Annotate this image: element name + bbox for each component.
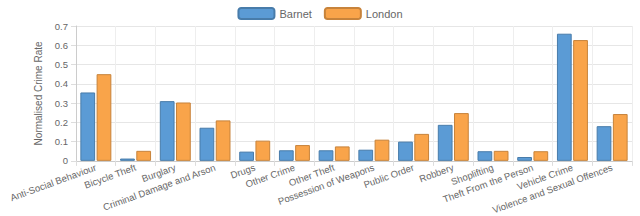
svg-text:Theft From the Person: Theft From the Person <box>441 161 535 205</box>
svg-text:Other Crime: Other Crime <box>244 162 296 190</box>
svg-text:0: 0 <box>63 155 68 166</box>
svg-text:Public Order: Public Order <box>362 162 415 190</box>
svg-text:0.6: 0.6 <box>55 40 68 51</box>
svg-text:Burglary: Burglary <box>140 161 178 185</box>
svg-text:London: London <box>366 8 403 20</box>
svg-text:Vehicle Crime: Vehicle Crime <box>515 161 575 193</box>
svg-text:Anti-Social Behaviour: Anti-Social Behaviour <box>8 161 98 204</box>
svg-text:Barnet: Barnet <box>279 8 311 20</box>
svg-text:Violence and Sexual Offences: Violence and Sexual Offences <box>491 162 614 216</box>
svg-text:Bicycle Theft: Bicycle Theft <box>83 162 138 191</box>
svg-text:0.7: 0.7 <box>55 21 68 32</box>
svg-text:0.1: 0.1 <box>55 136 68 147</box>
svg-text:Drugs: Drugs <box>229 161 257 181</box>
svg-text:0.5: 0.5 <box>55 59 68 70</box>
svg-text:0.4: 0.4 <box>55 78 68 89</box>
svg-text:Possession of Weapons: Possession of Weapons <box>276 162 376 207</box>
svg-text:0.2: 0.2 <box>55 117 68 128</box>
svg-text:Robbery: Robbery <box>418 162 456 185</box>
svg-text:Criminal Damage and Arson: Criminal Damage and Arson <box>101 162 216 213</box>
svg-text:Shoplifting: Shoplifting <box>449 161 495 188</box>
svg-text:Normalised Crime Rate: Normalised Crime Rate <box>33 41 44 145</box>
svg-text:Other Theft: Other Theft <box>287 161 336 189</box>
svg-text:0.3: 0.3 <box>55 98 68 109</box>
